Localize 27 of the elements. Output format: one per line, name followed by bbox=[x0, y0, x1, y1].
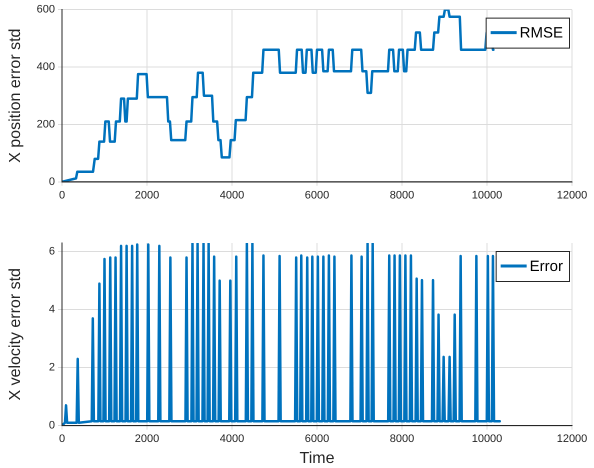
y-axis-title: X position error std bbox=[7, 28, 24, 163]
x-tick-label: 0 bbox=[58, 433, 66, 446]
y-axis-title: X velocity error std bbox=[7, 268, 24, 401]
y-tick-label: 0 bbox=[48, 176, 55, 188]
y-tick-label: 6 bbox=[48, 246, 55, 258]
y-tick-label: 600 bbox=[36, 4, 55, 16]
x-tick-label: 10000 bbox=[472, 433, 502, 446]
x-axis-title: Time bbox=[300, 450, 335, 467]
x-tick-label: 12000 bbox=[556, 433, 588, 446]
x-tick-label: 12000 bbox=[556, 189, 588, 202]
legend-label: RMSE bbox=[520, 24, 564, 42]
y-tick-label: 400 bbox=[36, 61, 55, 74]
y-tick-label: 4 bbox=[48, 304, 55, 316]
x-tick-label: 8000 bbox=[390, 189, 414, 202]
y-tick-label: 2 bbox=[48, 362, 55, 374]
x-tick-label: 4000 bbox=[220, 433, 244, 446]
legend-label: Error bbox=[530, 258, 564, 276]
y-tick-label: 0 bbox=[48, 420, 55, 432]
x-tick-label: 0 bbox=[58, 189, 66, 202]
y-tick-label: 200 bbox=[36, 118, 55, 130]
x-tick-label: 2000 bbox=[134, 189, 160, 202]
x-tick-label: 4000 bbox=[220, 189, 244, 202]
x-tick-label: 10000 bbox=[472, 189, 502, 202]
x-tick-label: 8000 bbox=[390, 433, 414, 446]
x-tick-label: 6000 bbox=[304, 433, 330, 446]
x-tick-label: 6000 bbox=[304, 189, 330, 202]
x-tick-label: 2000 bbox=[134, 433, 160, 446]
